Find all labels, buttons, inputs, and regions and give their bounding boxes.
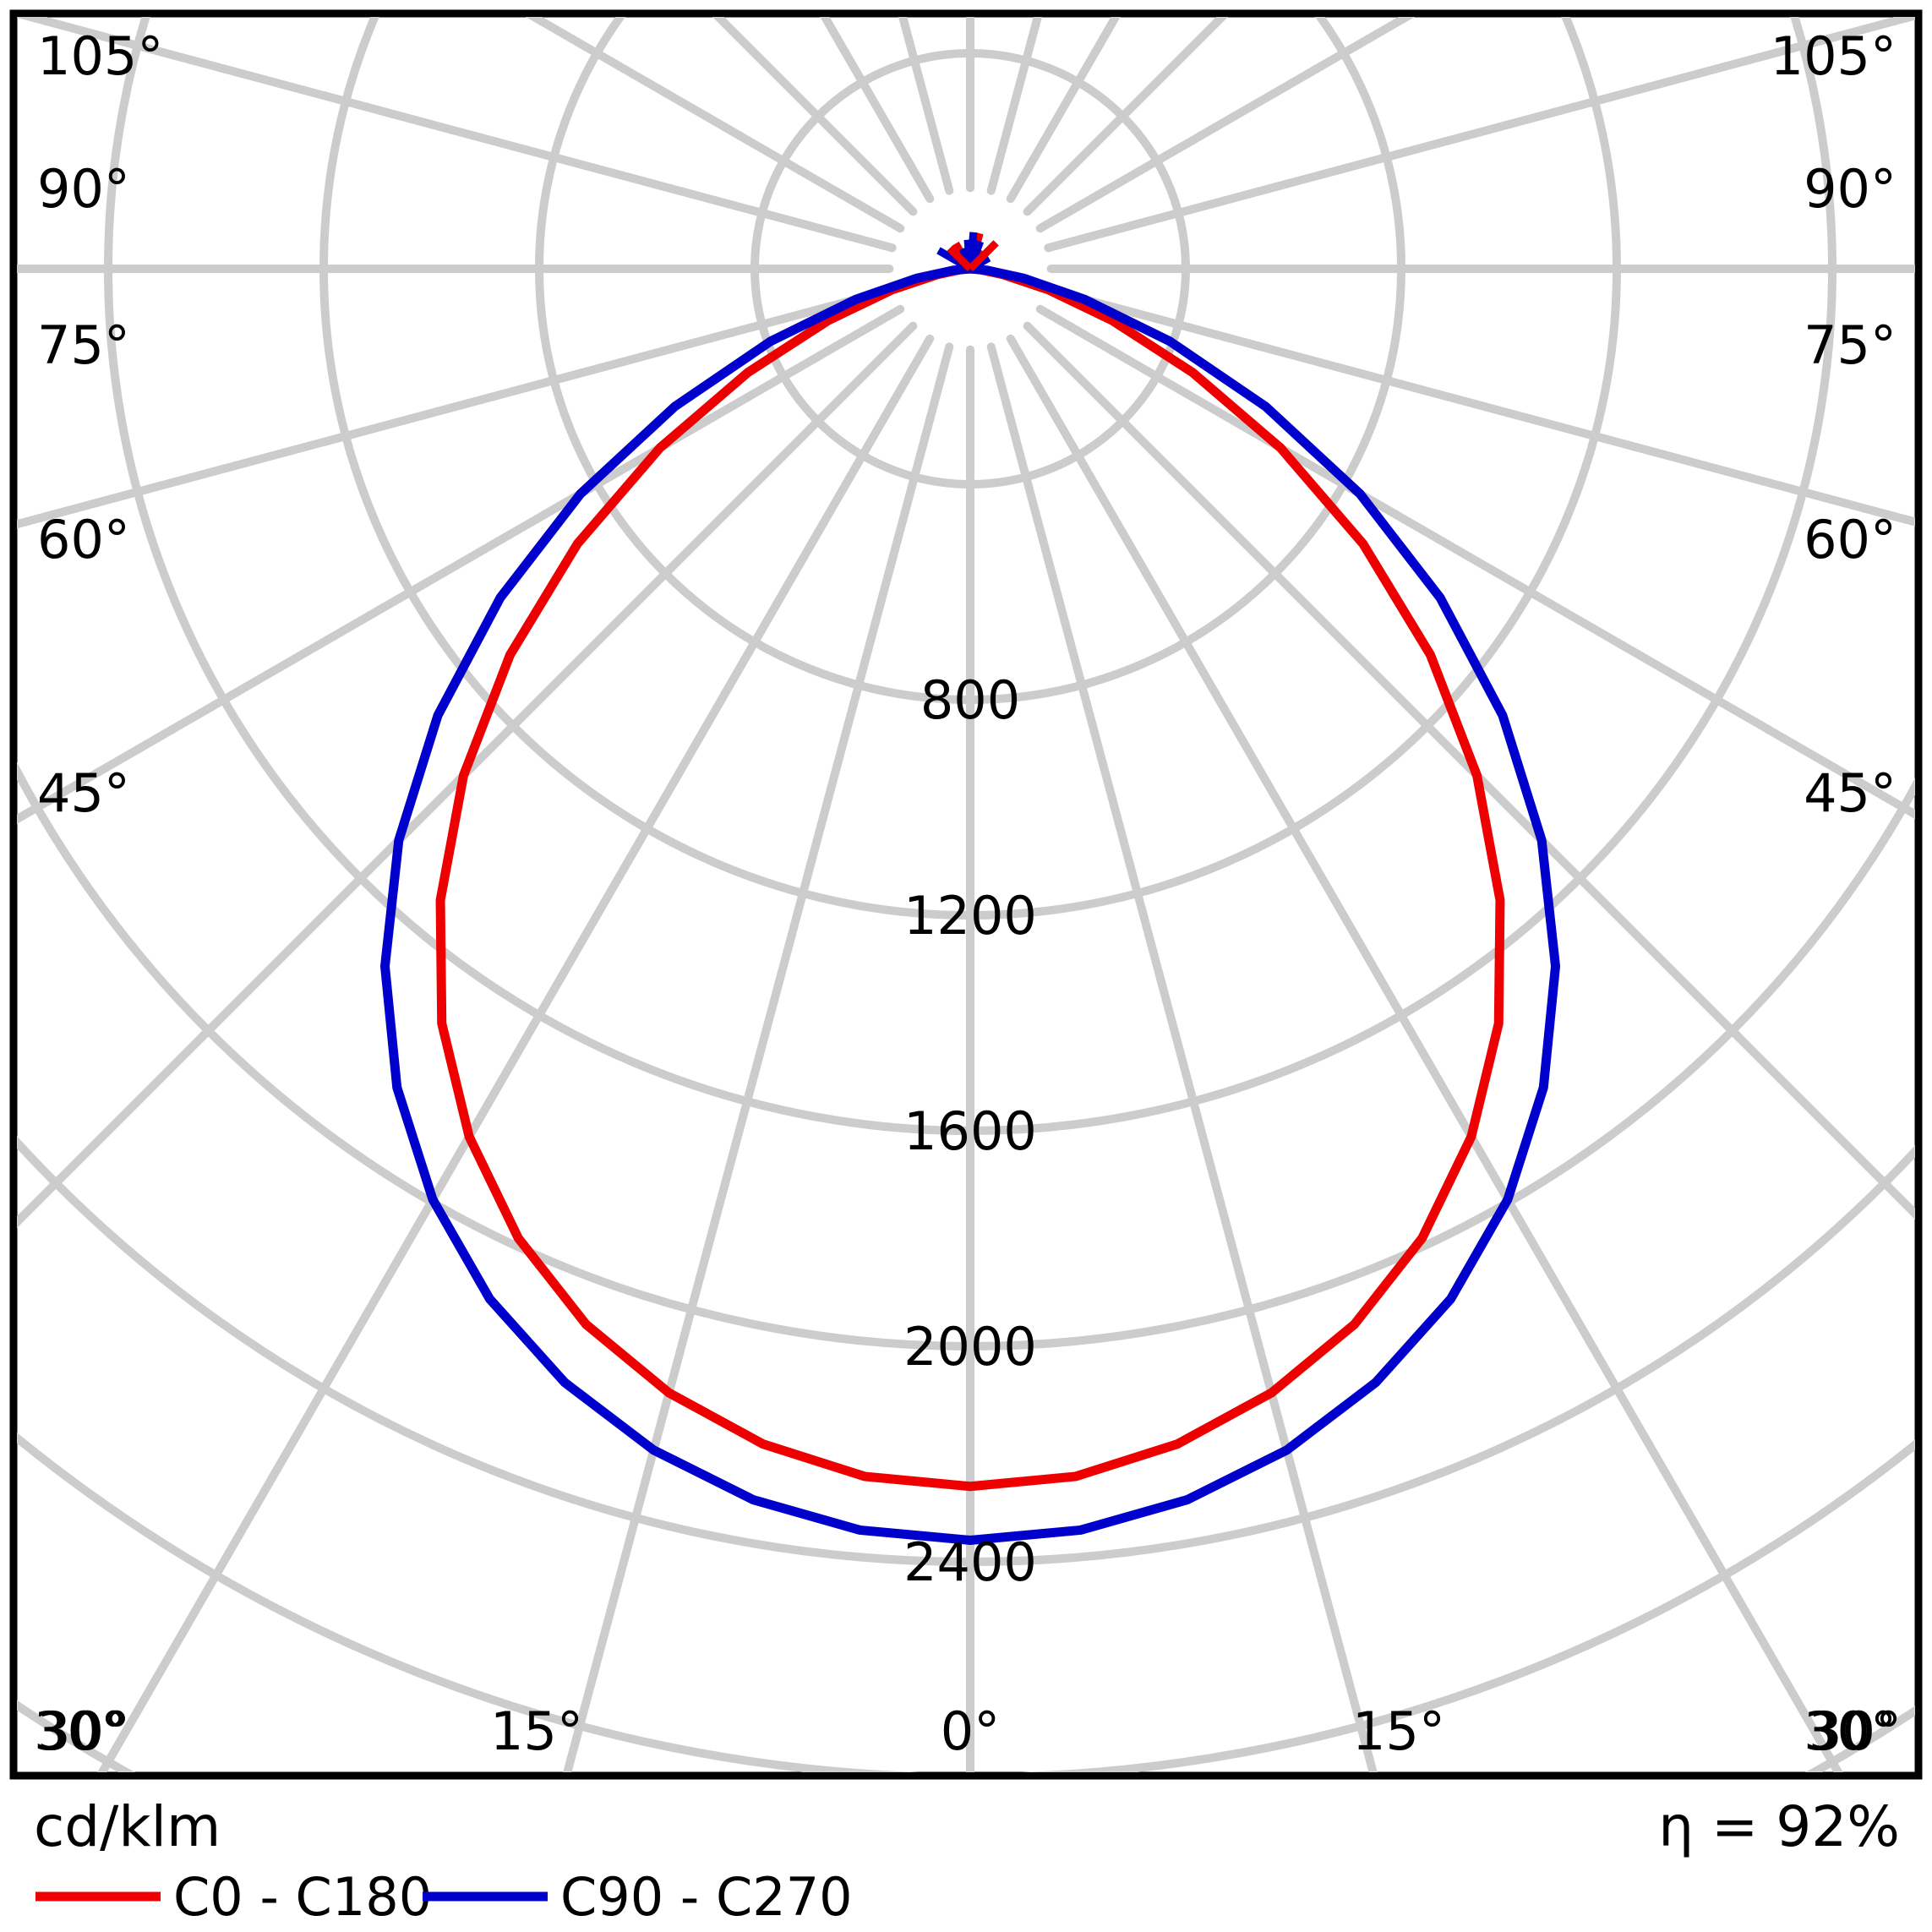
curve-c90-c270	[379, 264, 1561, 1545]
grid-ray-120	[1035, 17, 1416, 233]
legend-label-c90-c270: C90 - C270	[560, 1866, 853, 1928]
grid-ray-105	[1044, 17, 1915, 253]
radial-label-800: 800	[920, 669, 1020, 731]
bottom-angle-tick-labels: 30° 15° 0° 15° 30°	[34, 1700, 1902, 1762]
grid-ray-45	[1023, 321, 1915, 1220]
grid-ray--105	[17, 17, 897, 253]
unit-label: cd/klm	[34, 1794, 221, 1859]
left-angle-label-75: 75°	[37, 314, 130, 376]
radial-label-1200: 1200	[903, 885, 1037, 947]
left-angle-label-60: 60°	[37, 509, 130, 570]
bottom-angle-label-4: 30°	[1809, 1700, 1902, 1762]
left-angle-label-30: 30°	[37, 1700, 130, 1762]
grid-ray-15	[986, 342, 1378, 1772]
right-angle-label-60: 60°	[1804, 509, 1897, 570]
bottom-angle-label-1: 15°	[490, 1700, 583, 1762]
left-angle-tick-labels: 105° 90° 75° 60° 45° 30°	[37, 25, 163, 1762]
legend-label-c0-c180: C0 - C180	[173, 1866, 432, 1928]
left-angle-label-90: 90°	[37, 158, 130, 220]
radial-label-1600: 1600	[903, 1100, 1037, 1162]
bottom-angle-label-3: 15°	[1352, 1700, 1445, 1762]
left-angle-label-45: 45°	[37, 762, 130, 824]
right-angle-label-45: 45°	[1804, 762, 1897, 824]
grid-ray--45	[17, 321, 918, 1229]
right-angle-label-90: 90°	[1804, 158, 1897, 220]
grid-ray--15	[563, 342, 954, 1772]
radial-label-2400: 2400	[903, 1531, 1037, 1593]
radial-label-2000: 2000	[903, 1316, 1037, 1378]
grid-ray--30	[97, 334, 935, 1772]
right-angle-label-75: 75°	[1804, 314, 1897, 376]
radial-tick-labels: 800 1200 1600 2000 2400	[903, 669, 1037, 1593]
legend: C0 - C180 C90 - C270	[35, 1866, 853, 1928]
grid-ray-30	[1006, 334, 1843, 1772]
bottom-angle-label-0: 30°	[34, 1700, 127, 1762]
pole-starburst	[936, 232, 999, 272]
right-angle-tick-labels: 105° 90° 75° 60° 45° 30°	[1771, 25, 1897, 1762]
grid-ray--75	[17, 285, 897, 529]
efficiency-label: η = 92%	[1658, 1794, 1900, 1859]
bottom-angle-label-2: 0°	[941, 1700, 1000, 1762]
left-angle-label-105: 105°	[37, 25, 163, 87]
grid-ray--120	[525, 17, 905, 233]
right-angle-label-30: 30°	[1804, 1700, 1897, 1762]
distribution-curves	[379, 232, 1561, 1545]
grid-ray-75	[1044, 285, 1915, 527]
right-angle-label-105: 105°	[1771, 25, 1897, 87]
curve-c0-c180	[435, 264, 1505, 1492]
